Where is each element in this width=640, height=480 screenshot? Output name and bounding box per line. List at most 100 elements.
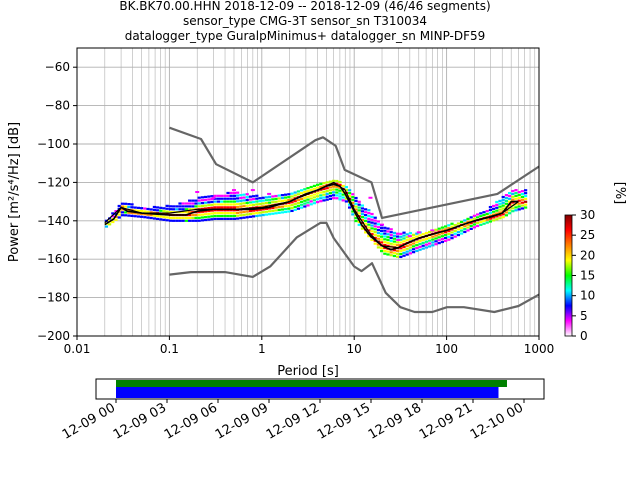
- psd-cell: [303, 205, 307, 208]
- psd-cell: [444, 236, 448, 240]
- psd-cell: [405, 244, 409, 247]
- psd-cell: [428, 242, 432, 245]
- psd-cell: [316, 200, 320, 204]
- psd-cell: [488, 220, 493, 223]
- psd-cell: [476, 224, 480, 228]
- psd-cell: [226, 191, 230, 195]
- psd-cell: [290, 204, 294, 207]
- psd-cell: [472, 217, 477, 220]
- psd-cell: [495, 200, 499, 204]
- psd-cell: [335, 179, 339, 183]
- psd-cell: [229, 200, 233, 203]
- psd-cell: [450, 234, 454, 237]
- psd-cell: [223, 212, 227, 215]
- psd-cell: [300, 189, 304, 192]
- psd-cell: [421, 241, 425, 244]
- psd-cell: [152, 214, 157, 217]
- psd-cell: [204, 207, 208, 210]
- psd-cell: [354, 196, 358, 200]
- psd-cell: [120, 205, 125, 208]
- psd-cell: [351, 193, 355, 196]
- psd-cell: [165, 216, 169, 219]
- psd-cell: [332, 191, 336, 194]
- psd-cell: [191, 199, 195, 202]
- psd-cell: [472, 226, 477, 229]
- psd-cell: [364, 211, 368, 214]
- psd-cell: [495, 212, 499, 215]
- psd-cell: [364, 219, 368, 222]
- psd-cell: [514, 206, 518, 209]
- psd-cell: [290, 195, 294, 198]
- psd-cell: [370, 238, 374, 242]
- psd-cell: [482, 222, 486, 225]
- psd-cell: [111, 220, 115, 224]
- psd-cell: [242, 199, 246, 202]
- psd-cell: [524, 203, 528, 206]
- colorbar-tick-label: 15: [580, 269, 595, 283]
- psd-cell: [367, 212, 371, 215]
- psd-cell: [140, 207, 144, 210]
- psd-cell: [492, 213, 496, 216]
- psd-cell: [415, 235, 419, 238]
- psd-cell: [364, 222, 368, 225]
- psd-cell: [140, 212, 144, 216]
- psd-cell: [408, 246, 413, 249]
- psd-cell: [223, 209, 227, 212]
- psd-cell: [514, 197, 518, 200]
- psd-cell: [245, 198, 249, 202]
- psd-cell: [418, 234, 422, 237]
- psd-cell: [117, 213, 121, 216]
- psd-cell: [143, 213, 147, 216]
- psd-cell: [389, 236, 393, 240]
- psd-cell: [415, 244, 419, 247]
- psd-cell: [204, 198, 208, 201]
- plot-frame: [76, 47, 540, 337]
- psd-cell: [351, 201, 355, 204]
- psd-cell: [146, 216, 150, 219]
- psd-cell: [386, 227, 390, 230]
- psd-cell: [479, 215, 483, 218]
- psd-cell: [399, 238, 403, 241]
- psd-cell: [156, 209, 160, 212]
- psd-cell: [178, 219, 182, 222]
- psd-cell: [156, 206, 160, 209]
- psd-cell: [264, 207, 269, 210]
- psd-cell: [236, 200, 240, 203]
- psd-cell: [357, 203, 361, 206]
- psd-cell: [520, 190, 525, 193]
- psd-cell: [255, 194, 259, 197]
- psd-cell: [184, 205, 189, 208]
- psd-cell: [127, 214, 131, 217]
- psd-cell: [200, 204, 205, 208]
- psd-cell: [204, 216, 208, 219]
- psd-cell: [440, 235, 445, 238]
- psd-cell: [303, 199, 307, 202]
- psd-cell: [140, 215, 144, 218]
- psd-cell: [306, 198, 310, 201]
- psd-cell: [354, 205, 358, 208]
- psd-cell: [383, 226, 387, 229]
- colorbar-tick-label: 10: [580, 289, 595, 303]
- psd-cell: [277, 200, 281, 203]
- psd-cell: [408, 249, 413, 252]
- psd-cell: [524, 197, 528, 201]
- psd-cell: [376, 243, 381, 246]
- psd-cell: [319, 200, 323, 203]
- psd-cell: [146, 213, 150, 216]
- psd-cell: [168, 208, 173, 211]
- psd-cell: [216, 194, 221, 197]
- psd-cell: [325, 189, 329, 193]
- availability-tick-label: 12-09 03: [111, 400, 169, 442]
- psd-cell: [488, 211, 493, 214]
- psd-cell: [293, 200, 297, 203]
- psd-cell: [421, 238, 425, 242]
- psd-cell: [120, 208, 125, 211]
- psd-cell: [133, 212, 137, 215]
- psd-cell: [162, 218, 166, 221]
- psd-cell: [360, 215, 365, 219]
- x-axis-ticks: 0.01 0.1 1 10 100 1000: [64, 336, 554, 356]
- psd-outlier-point: [231, 189, 236, 192]
- psd-cell: [498, 199, 502, 203]
- psd-cell: [319, 188, 323, 191]
- psd-cell: [399, 244, 403, 247]
